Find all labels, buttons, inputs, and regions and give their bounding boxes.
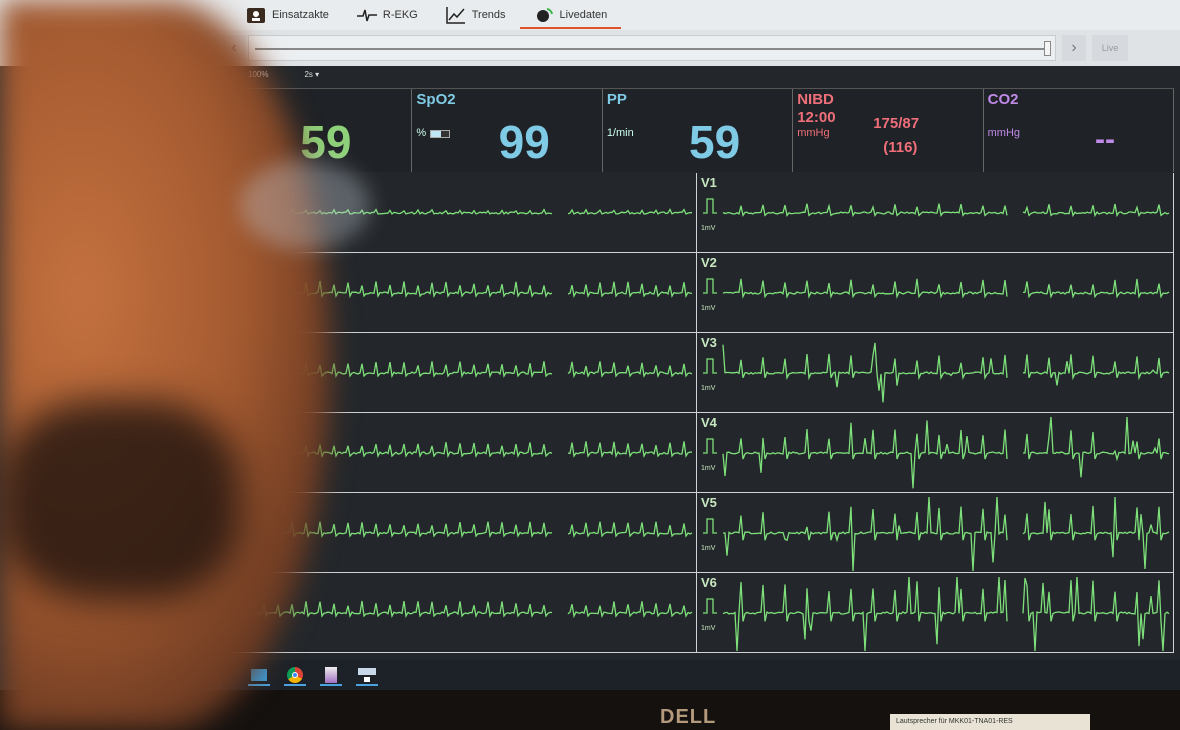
tab-livedaten[interactable]: Livedaten [519,0,622,30]
trend-chart-icon [445,7,465,24]
ecg-waveform [703,576,1170,652]
speaker-sticker: Lautsprecher für MKK01-TNA01-RES [890,714,1090,730]
tab-label: Einsatzakte [272,9,329,21]
tab-r-ekg[interactable]: R-EKG [343,0,432,30]
calibration-label: 1mV [701,385,716,392]
ecg-waveform [703,496,1170,572]
calibration-label: 1mV [701,625,716,632]
vital-nibd: NIBD 12:00 mmHg 175/87 (116) [793,89,984,172]
ecg-trace [703,198,1170,218]
lead-label: V6 [701,575,717,590]
tab-label: Trends [471,9,506,21]
tab-einsatzakte[interactable]: Einsatzakte [232,0,343,30]
blurred-glasses [240,160,370,250]
ecg-lead-V3: V3 1mV [697,333,1174,413]
nibd-value: 175/87 [873,115,920,132]
nibd-time: 12:00 [797,109,836,126]
lead-label: V3 [701,335,717,350]
interval-dropdown[interactable]: 2s ▾ [304,70,320,79]
calibration-label: 1mV [701,545,716,552]
ecg-waveform [703,416,1170,489]
ecg-leads-grid: I1mVV11mVII1mVV21mVIII1mVV31mVaVR1mVV41m… [222,172,1174,658]
app-icon[interactable] [320,664,342,686]
co2-value: -- [1095,123,1116,156]
calibration-label: 1mV [701,225,716,232]
ecg-trace [703,576,1170,652]
live-head-icon [536,8,553,22]
co2-unit: mmHg [987,127,1021,139]
perfusion-bar [430,130,451,138]
tab-label: R-EKG [382,9,418,21]
ecg-trace [703,496,1170,572]
pp-label: PP [606,91,627,108]
tab-label: Livedaten [559,9,608,21]
nibd-mean: (116) [883,139,918,156]
dell-logo: DELL [660,706,717,728]
tab-trends[interactable]: Trends [432,0,520,30]
blurred-person [0,0,330,730]
ecg-trace [703,416,1170,489]
ecg-trace [703,342,1170,403]
ecg-lead-V1: V1 1mV [697,173,1174,253]
ecg-trace [228,598,693,619]
live-button[interactable]: Live [1092,35,1128,61]
ecg-lead-V4: V4 1mV [697,413,1174,493]
ecg-icon [356,9,377,22]
patient-monitor: 100% 2s ▾ 59 SpO2 % 99 PP 1/min 59 NIBD … [222,66,1180,660]
spo2-label: SpO2 [416,91,456,108]
lead-label: V1 [701,175,717,190]
vital-spo2: SpO2 % 99 [412,89,603,172]
calibration-label: 1mV [701,465,716,472]
remote-icon[interactable] [356,664,378,686]
ecg-lead-V2: V2 1mV [697,253,1174,333]
calibration-label: 1mV [701,305,716,312]
vitals-panel: 59 SpO2 % 99 PP 1/min 59 NIBD 12:00 mmHg… [222,88,1175,172]
ecg-lead-V5: V5 1mV [697,493,1174,573]
heart-rate-value: 59 [300,116,352,168]
lead-label: V5 [701,495,717,510]
timeline-slider[interactable] [248,35,1056,61]
chrome-icon[interactable] [284,664,306,686]
vital-co2: CO2 mmHg -- [983,89,1175,172]
timeline-next-button[interactable]: › [1062,35,1086,61]
vital-pp: PP 1/min 59 [602,89,794,172]
ecg-trace [703,278,1170,300]
ecg-lead-V6: V6 1mV [697,573,1174,653]
blurred-collar [0,400,240,600]
mail-icon[interactable] [248,664,270,686]
spo2-value: 99 [498,116,550,168]
ecg-waveform [703,198,1170,218]
ecg-waveform [703,278,1170,300]
ecg-waveform [703,342,1170,403]
pp-unit: 1/min [606,127,634,139]
lead-label: V4 [701,415,717,430]
pp-value: 59 [689,116,741,168]
nibd-label: NIBD [797,91,834,108]
folder-person-icon [247,8,265,23]
spo2-unit: % [416,127,427,139]
taskbar [222,660,1180,690]
nibd-unit: mmHg [797,127,830,139]
co2-label: CO2 [987,91,1019,108]
lead-label: V2 [701,255,717,270]
slider-thumb[interactable] [1044,41,1051,56]
